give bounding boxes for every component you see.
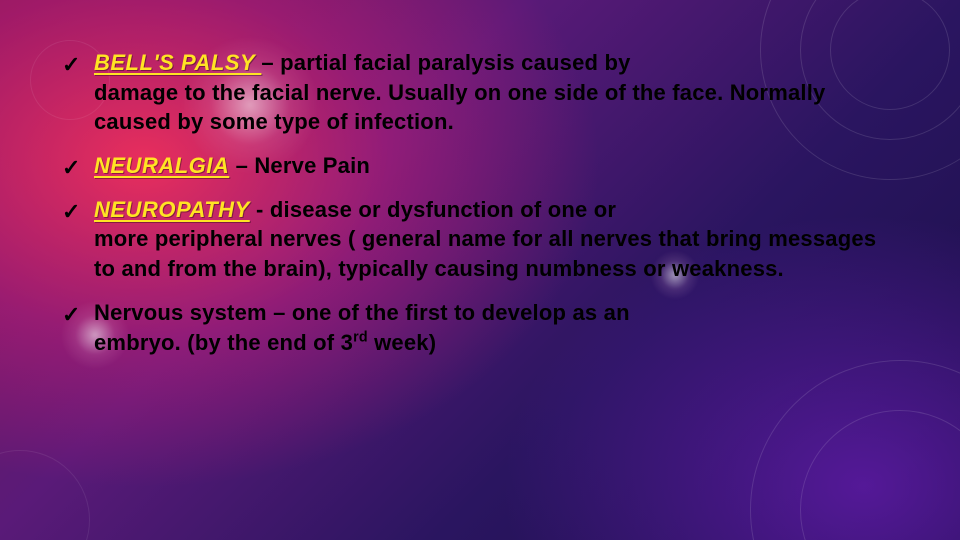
bullet-list: ✓ BELL'S PALSY – partial facial paralysi… xyxy=(60,48,900,357)
check-icon: ✓ xyxy=(62,153,81,183)
definition-text: embryo. (by the end of 3 xyxy=(94,330,353,355)
definition-text: more peripheral nerves ( general name fo… xyxy=(94,224,900,283)
definition-text: embryo. (by the end of 3rd week) xyxy=(94,328,900,358)
list-item: ✓ BELL'S PALSY – partial facial paralysi… xyxy=(60,48,900,137)
definition-text: damage to the facial nerve. Usually on o… xyxy=(94,78,900,137)
definition-text: Nervous system – one of the first to dev… xyxy=(94,300,630,325)
ordinal-suffix: rd xyxy=(353,329,368,345)
list-item: ✓ Nervous system – one of the first to d… xyxy=(60,298,900,357)
term-label: NEURALGIA xyxy=(94,153,229,178)
check-icon: ✓ xyxy=(62,300,81,330)
definition-text: disease or dysfunction of one or xyxy=(270,197,616,222)
list-item: ✓ NEURALGIA – Nerve Pain xyxy=(60,151,900,181)
definition-text: Nerve Pain xyxy=(254,153,370,178)
separator: – xyxy=(261,50,280,75)
term-label: BELL'S PALSY xyxy=(94,50,261,75)
term-label: NEUROPATHY xyxy=(94,197,250,222)
separator: – xyxy=(229,153,254,178)
slide-content: ✓ BELL'S PALSY – partial facial paralysi… xyxy=(0,0,960,540)
definition-text: partial facial paralysis caused by xyxy=(280,50,630,75)
separator: - xyxy=(250,197,270,222)
check-icon: ✓ xyxy=(62,197,81,227)
definition-text: week) xyxy=(368,330,436,355)
check-icon: ✓ xyxy=(62,50,81,80)
list-item: ✓ NEUROPATHY - disease or dysfunction of… xyxy=(60,195,900,284)
